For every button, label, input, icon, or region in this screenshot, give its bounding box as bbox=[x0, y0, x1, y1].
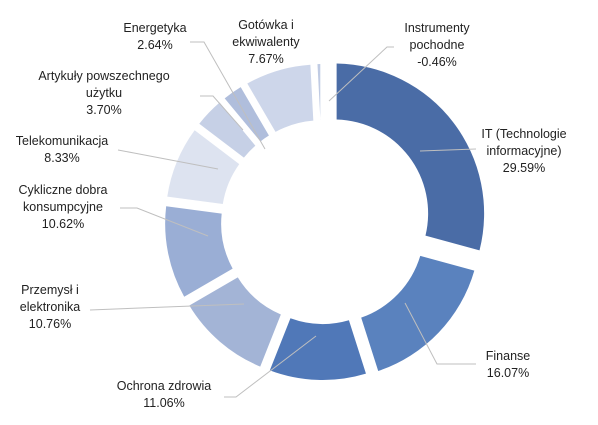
slice-label-9: Instrumenty pochodne -0.46% bbox=[404, 21, 470, 69]
slice-label-3: Przemysł i elektronika 10.76% bbox=[20, 283, 80, 331]
leader-line-9 bbox=[328, 46, 394, 102]
slice-6 bbox=[199, 102, 256, 158]
labels-group: IT (Technologie informacyjne) 29.59% Finans… bbox=[16, 18, 567, 410]
slice-label-2: Ochrona zdrowia 11.06% bbox=[117, 379, 212, 410]
slice-label-5: Telekomunikacja 8.33% bbox=[16, 134, 108, 165]
slice-label-7: Energetyka 2.64% bbox=[123, 21, 186, 52]
slice-label-0: IT (Technologie informacyjne) 29.59% bbox=[481, 127, 566, 175]
leader-line-4 bbox=[120, 207, 209, 237]
leader-line-3 bbox=[89, 303, 245, 311]
slice-3 bbox=[189, 277, 281, 367]
slice-label-8: Gotówka i ekwiwalenty 7.67% bbox=[232, 18, 300, 66]
slice-0 bbox=[336, 63, 485, 251]
leader-line-5 bbox=[117, 149, 219, 170]
slice-7 bbox=[224, 87, 269, 142]
slice-label-1: Finanse 16.07% bbox=[486, 349, 531, 380]
slice-5 bbox=[167, 130, 240, 205]
leader-line-1 bbox=[404, 302, 476, 365]
slice-label-6: Artykuły powszechnego użytku 3.70% bbox=[38, 69, 169, 117]
slices-group bbox=[165, 63, 485, 380]
leader-line-6 bbox=[200, 95, 244, 131]
slice-4 bbox=[165, 206, 233, 297]
slice-2 bbox=[269, 318, 366, 380]
leader-line-0 bbox=[419, 148, 477, 152]
slice-label-4: Cykliczne dobra konsumpcyjne 10.62% bbox=[19, 183, 108, 231]
leader-line-2 bbox=[224, 335, 317, 398]
leader-line-7 bbox=[190, 41, 266, 150]
slice-9 bbox=[317, 64, 321, 121]
leader-lines-group bbox=[89, 41, 477, 398]
slice-8 bbox=[247, 64, 314, 132]
slice-1 bbox=[361, 255, 475, 372]
